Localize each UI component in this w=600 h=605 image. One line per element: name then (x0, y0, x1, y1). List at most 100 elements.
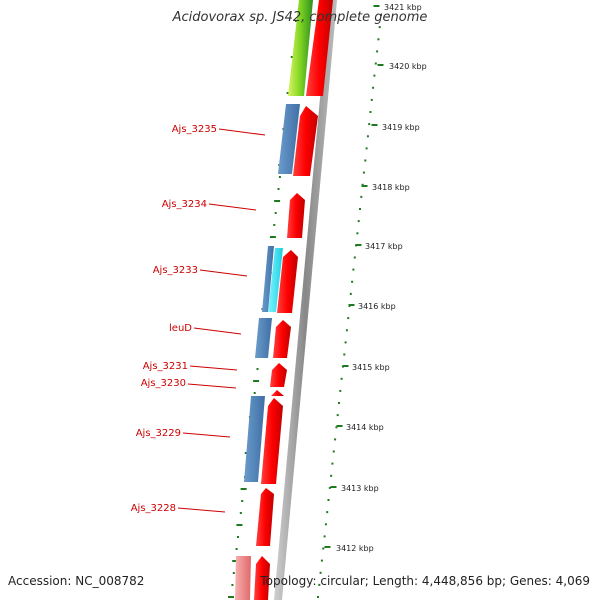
ruler-tick: 3414 kbp (336, 423, 384, 432)
ring-dot (351, 280, 354, 283)
forward-cds-ajs-3233[interactable] (277, 250, 298, 313)
ring-dot (372, 86, 375, 89)
ring-dot (335, 426, 338, 429)
forward-cds-bottom[interactable] (254, 556, 270, 600)
ring-dot (347, 317, 350, 320)
ring-dot (364, 159, 367, 162)
gene-label-ajs-3228[interactable]: Ajs_3228 (131, 503, 226, 514)
ring-dot (359, 208, 361, 210)
ring-dot (366, 135, 369, 138)
ring-dot (356, 232, 359, 235)
ring-dot (373, 74, 376, 77)
green-feature[interactable] (288, 0, 313, 96)
ruler-tick: 3418 kbp (361, 183, 410, 192)
gene-label-text: Ajs_3235 (172, 124, 217, 135)
gene-label-text: Ajs_3229 (136, 428, 181, 439)
ring-dot (349, 292, 352, 295)
leader-line (193, 327, 242, 335)
leader-line (182, 432, 231, 438)
ruler-tick: 3420 kbp (377, 62, 427, 71)
ring-dot (237, 536, 239, 538)
gene-label-text: leuD (169, 323, 192, 334)
gene-label-ajs-3230[interactable]: Ajs_3230 (141, 378, 237, 389)
ruler-tick-label: 3414 kbp (346, 423, 384, 432)
ruler-ring-dots (317, 14, 382, 598)
blue-feature-ajs-3235[interactable] (278, 104, 300, 174)
forward-cds-ajs-3228[interactable] (256, 488, 274, 546)
blue-feature-leud[interactable] (255, 318, 272, 358)
ring-dot (328, 486, 331, 489)
ring-dot (240, 488, 247, 490)
gene-label-ajs-3233[interactable]: Ajs_3233 (153, 265, 248, 277)
ring-dot (228, 596, 234, 598)
ring-dot (324, 523, 327, 526)
genome-title: Acidovorax sp. JS42, complete genome (172, 10, 428, 25)
gene-label-text: Ajs_3231 (143, 361, 188, 372)
ruler-tick: 3416 kbp (348, 302, 396, 311)
leader-line (187, 383, 237, 389)
forward-cds-ajs-3229[interactable] (261, 398, 283, 484)
ruler-tick-label: 3421 kbp (384, 3, 422, 12)
ring-dot (235, 548, 238, 550)
ring-dot (253, 380, 260, 382)
gene-label-ajs-3231[interactable]: Ajs_3231 (143, 361, 238, 372)
pink-feature[interactable] (235, 556, 251, 600)
blue-feature-ajs-3233[interactable] (262, 246, 274, 312)
ring-dot (327, 499, 330, 501)
leader-line (177, 507, 226, 513)
ring-dot (344, 341, 347, 344)
cyan-feature-ajs-3233[interactable] (268, 248, 283, 312)
ruler-tick-label: 3415 kbp (352, 363, 390, 372)
ring-dot (360, 195, 363, 198)
gene-label-ajs-3235[interactable]: Ajs_3235 (172, 124, 266, 136)
forward-cds-ajs-3230[interactable] (271, 390, 284, 396)
ring-dot (380, 14, 382, 16)
gene-label-text: Ajs_3230 (141, 378, 186, 389)
forward-cds-leud[interactable] (273, 320, 291, 358)
gene-label-text: Ajs_3228 (131, 503, 176, 514)
ring-dot (239, 512, 242, 514)
forward-cds-top[interactable] (306, 0, 333, 96)
ruler-tick: 3421 kbp (373, 3, 422, 12)
forward-cds-ajs-3231[interactable] (270, 363, 287, 387)
ring-dot (331, 462, 334, 465)
ring-dot (319, 571, 322, 574)
forward-cds-ajs-3235[interactable] (293, 106, 318, 176)
gene-label-leud[interactable]: leuD (169, 323, 242, 335)
forward-cds-ajs-3234[interactable] (287, 193, 305, 238)
ruler-tick-label: 3419 kbp (382, 123, 420, 132)
ruler-tick: 3417 kbp (355, 242, 403, 251)
genome-backbone (274, 0, 337, 600)
ring-dot (322, 547, 325, 550)
ring-dot (236, 524, 243, 526)
gene-label-text: Ajs_3233 (153, 265, 198, 276)
gene-features (235, 0, 333, 600)
ruler-tick-label: 3420 kbp (389, 62, 427, 71)
ring-dot (241, 500, 244, 502)
ring-dot (365, 147, 368, 150)
leader-line (208, 203, 257, 211)
ruler-tick: 3415 kbp (342, 363, 390, 372)
ruler-tick: 3419 kbp (371, 123, 420, 132)
ring-dot (317, 596, 319, 598)
gene-label-ajs-3229[interactable]: Ajs_3229 (136, 428, 231, 439)
ring-dot (326, 511, 329, 514)
genome-summary-text: Topology: circular; Length: 4,448,856 bp… (260, 574, 590, 588)
ring-dot (352, 268, 355, 271)
ring-dot (323, 535, 326, 538)
ring-dot (277, 188, 280, 190)
ring-dot (338, 402, 340, 404)
ring-dot (232, 572, 235, 574)
ring-dot (368, 123, 371, 126)
leader-line (199, 269, 248, 277)
ring-dot (345, 329, 348, 332)
ring-dot (353, 256, 356, 259)
gene-label-ajs-3234[interactable]: Ajs_3234 (162, 199, 257, 211)
ring-dot (378, 26, 381, 29)
ring-dot (339, 389, 342, 392)
ruler-tick-label: 3416 kbp (358, 302, 396, 311)
ring-dot (269, 236, 276, 238)
blue-feature-ajs-3229[interactable] (244, 396, 265, 482)
